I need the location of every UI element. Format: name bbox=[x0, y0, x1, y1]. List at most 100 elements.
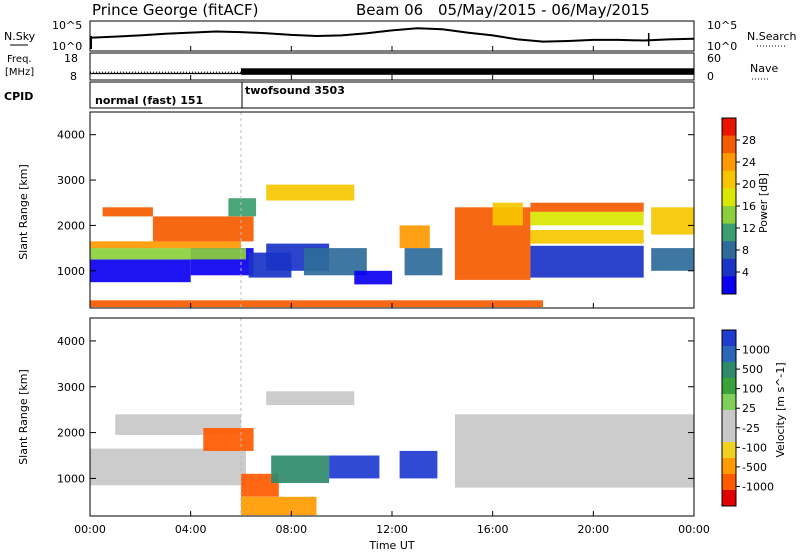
xlabel: Time UT bbox=[368, 539, 414, 552]
cpid-mode-1: normal (fast) 151 bbox=[95, 94, 203, 107]
power-band bbox=[90, 259, 191, 283]
power-colorbar-label: Power [dB] bbox=[757, 173, 770, 233]
freq-trace bbox=[90, 68, 694, 75]
power-band bbox=[404, 248, 443, 276]
power-band bbox=[492, 202, 523, 226]
velocity-band bbox=[203, 428, 254, 451]
cpid-label: CPID bbox=[4, 90, 33, 103]
freq-tick-bottom: 8 bbox=[70, 70, 77, 83]
power-band bbox=[651, 207, 694, 235]
velocity-ytick-label: 2000 bbox=[57, 427, 85, 440]
vel-cbar-tick-label: 500 bbox=[742, 363, 763, 376]
time-x-axis: 00:00 04:00 08:00 12:00 16:00 20:00 00:00 bbox=[74, 46, 710, 536]
vel-cbar-tick-label: -500 bbox=[742, 461, 767, 474]
xtick-label: 12:00 bbox=[376, 523, 408, 536]
nave-tick-bottom: 0 bbox=[707, 70, 714, 83]
station-title: Prince George (fitACF) bbox=[92, 1, 258, 19]
velocity-colorbar: 1000 500 100 25 -25 -100 -500 -1000 bbox=[721, 329, 774, 507]
power-ytick-label: 2000 bbox=[57, 219, 85, 232]
power-cbar-swatch bbox=[722, 258, 736, 277]
velocity-y-axis: 4000 3000 2000 1000 bbox=[57, 335, 694, 485]
power-band bbox=[90, 248, 246, 260]
power-cbar-swatch bbox=[722, 118, 736, 137]
power-cbar-swatch bbox=[722, 170, 736, 189]
vel-cbar-swatch bbox=[722, 426, 736, 443]
vel-cbar-tick-label: -100 bbox=[742, 441, 767, 454]
vel-cbar-tick-label: -25 bbox=[742, 422, 760, 435]
vel-cbar-tick-label: 25 bbox=[742, 402, 756, 415]
power-band bbox=[228, 198, 257, 217]
nsky-line bbox=[89, 27, 695, 43]
beam-label: Beam 06 bbox=[356, 1, 423, 19]
xtick-label: 20:00 bbox=[577, 523, 609, 536]
power-band bbox=[530, 211, 644, 226]
vel-cbar-swatch bbox=[722, 474, 736, 491]
velocity-colorbar-label: Velocity [m s^-1] bbox=[774, 362, 787, 457]
cpid-mode-2: twofsound 3503 bbox=[245, 84, 345, 97]
power-band bbox=[90, 241, 241, 249]
power-cbar-tick-label: 12 bbox=[742, 222, 756, 235]
velocity-band bbox=[90, 448, 246, 486]
power-cbar-tick-label: 16 bbox=[742, 200, 756, 213]
xtick-label: 00:00 bbox=[74, 523, 106, 536]
velocity-ytick-label: 4000 bbox=[57, 335, 85, 348]
power-cbar-swatch bbox=[722, 153, 736, 172]
velocity-band bbox=[399, 450, 438, 479]
vel-cbar-swatch bbox=[722, 458, 736, 475]
cpid-panel bbox=[89, 81, 695, 109]
nsky-tick-top: 10^5 bbox=[52, 19, 82, 32]
vel-cbar-tick-label: -1000 bbox=[742, 480, 774, 493]
power-band bbox=[530, 245, 644, 278]
velocity-band bbox=[241, 473, 279, 497]
power-ytick-label: 4000 bbox=[57, 129, 85, 142]
nsearch-label: N.Search bbox=[747, 30, 797, 43]
power-ylabel: Slant Range [km] bbox=[17, 164, 30, 260]
power-band bbox=[530, 230, 644, 244]
xtick-label: 04:00 bbox=[175, 523, 207, 536]
power-cbar-swatch bbox=[722, 276, 736, 295]
velocity-band bbox=[271, 455, 330, 483]
date-range: 05/May/2015 - 06/May/2015 bbox=[438, 1, 650, 19]
freq-label: Freq. bbox=[7, 54, 32, 65]
power-cbar-tick-label: 4 bbox=[742, 266, 749, 279]
power-band bbox=[152, 216, 254, 242]
power-y-axis: 4000 3000 2000 1000 bbox=[57, 129, 694, 278]
vel-cbar-tick-label: 100 bbox=[742, 383, 763, 396]
power-cbar-swatch bbox=[722, 206, 736, 225]
power-cbar-tick-label: 28 bbox=[742, 134, 756, 147]
xtick-label: 00:00 bbox=[678, 523, 710, 536]
power-ytick-label: 3000 bbox=[57, 174, 85, 187]
nsearch-tick-bottom: 10^0 bbox=[707, 40, 737, 53]
velocity-ylabel: Slant Range [km] bbox=[17, 369, 30, 465]
vel-cbar-swatch bbox=[722, 346, 736, 363]
vel-cbar-swatch bbox=[722, 394, 736, 411]
power-cbar-tick-label: 20 bbox=[742, 178, 756, 191]
velocity-ytick-label: 1000 bbox=[57, 472, 85, 485]
nave-label: Nave bbox=[750, 62, 778, 75]
vel-cbar-swatch bbox=[722, 330, 736, 347]
velocity-band bbox=[329, 455, 380, 479]
vel-cbar-swatch bbox=[722, 442, 736, 459]
nsky-label: N.Sky bbox=[4, 30, 36, 43]
power-ytick-label: 1000 bbox=[57, 265, 85, 278]
power-band bbox=[303, 248, 367, 276]
xtick-label: 16:00 bbox=[477, 523, 509, 536]
vel-cbar-swatch bbox=[722, 410, 736, 427]
power-band bbox=[102, 207, 153, 217]
nave-tick-top: 60 bbox=[707, 52, 721, 65]
power-cbar-swatch bbox=[722, 188, 736, 207]
freq-unit-label: [MHz] bbox=[5, 67, 34, 78]
power-band bbox=[651, 248, 694, 271]
power-cbar-tick-label: 8 bbox=[742, 244, 749, 257]
vel-cbar-swatch bbox=[722, 362, 736, 379]
power-band bbox=[399, 225, 430, 249]
vel-cbar-frame bbox=[721, 329, 737, 507]
power-cbar-swatch bbox=[722, 135, 736, 154]
nsearch-tick-top: 10^5 bbox=[707, 19, 737, 32]
velocity-heatmap bbox=[90, 318, 694, 516]
power-band bbox=[266, 184, 355, 201]
nsky-tick-bottom: 10^0 bbox=[52, 40, 82, 53]
power-band bbox=[90, 300, 543, 308]
velocity-band bbox=[241, 496, 317, 516]
